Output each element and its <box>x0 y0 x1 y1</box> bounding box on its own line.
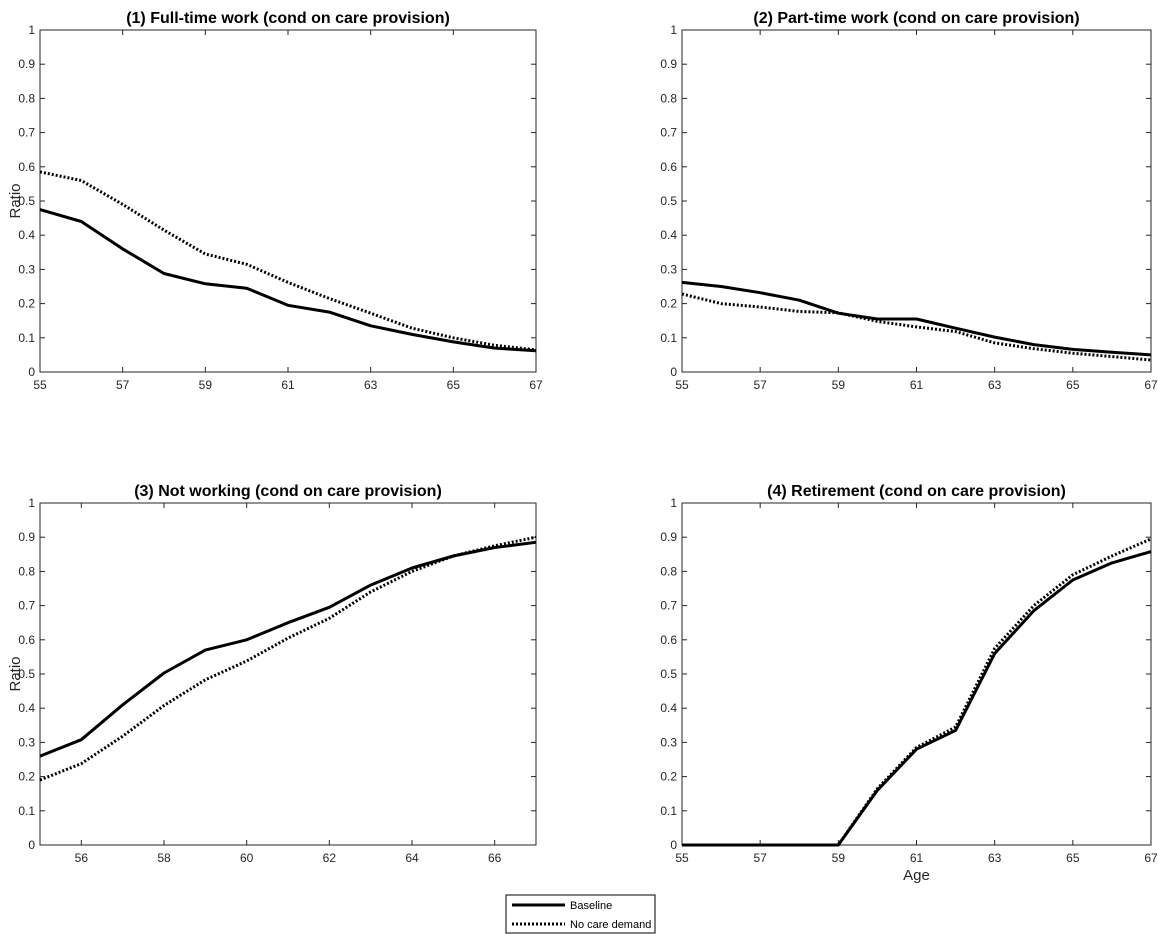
y-tick-label: 0.1 <box>660 331 677 345</box>
y-tick-label: 0.9 <box>18 57 35 71</box>
x-tick-label: 56 <box>75 851 89 865</box>
legend-box <box>505 894 656 934</box>
plot-area-1 <box>39 29 537 373</box>
y-tick-label: 0 <box>28 838 35 852</box>
y-tick-label: 0.2 <box>18 297 35 311</box>
y-tick-label: 0.7 <box>18 599 35 613</box>
x-tick-label: 55 <box>33 378 47 392</box>
y-tick-label: 0.1 <box>18 804 35 818</box>
x-tick-label: 57 <box>116 378 130 392</box>
series-line-no-care-demand <box>681 292 1152 362</box>
y-axis-label-1: Ratio <box>7 183 24 218</box>
y-tick-label: 0.8 <box>18 91 35 105</box>
y-tick-label: 0.5 <box>18 194 35 208</box>
chart-title-1: (1) Full-time work (cond on care provisi… <box>126 10 450 27</box>
series-line-baseline <box>39 540 537 758</box>
y-tick-label: 0.6 <box>660 160 677 174</box>
y-tick-label: 0.3 <box>660 735 677 749</box>
y-tick-label: 0 <box>670 838 677 852</box>
y-tick-label: 0.2 <box>18 770 35 784</box>
y-tick-label: 0.7 <box>18 126 35 140</box>
legend-label-baseline: Baseline <box>570 900 612 912</box>
y-tick-label: 0.1 <box>18 331 35 345</box>
x-tick-label: 61 <box>910 851 924 865</box>
series-line-no-care-demand <box>39 170 537 352</box>
x-tick-label: 58 <box>157 851 171 865</box>
y-tick-label: 0.4 <box>18 701 35 715</box>
y-tick-label: 0.1 <box>660 804 677 818</box>
x-tick-label: 65 <box>447 378 461 392</box>
x-tick-label: 55 <box>675 851 689 865</box>
x-tick-label: 59 <box>199 378 213 392</box>
x-axis-label-4: Age <box>903 867 930 884</box>
plot-area-2 <box>681 29 1152 373</box>
y-tick-label: 0.4 <box>660 228 677 242</box>
y-tick-label: 0.8 <box>660 91 677 105</box>
y-tick-label: 0.5 <box>660 194 677 208</box>
y-tick-label: 1 <box>28 23 35 37</box>
x-tick-label: 57 <box>753 378 767 392</box>
plot-area-4 <box>681 502 1152 846</box>
x-tick-label: 59 <box>832 378 846 392</box>
y-tick-label: 1 <box>670 23 677 37</box>
y-tick-label: 0 <box>670 365 677 379</box>
chart-title-4: (4) Retirement (cond on care provision) <box>767 483 1066 500</box>
x-tick-label: 59 <box>832 851 846 865</box>
y-axis-label-3: Ratio <box>7 656 24 691</box>
x-tick-label: 61 <box>910 378 924 392</box>
chart-title-3: (3) Not working (cond on care provision) <box>134 483 442 500</box>
y-tick-label: 0.5 <box>660 667 677 681</box>
x-tick-label: 65 <box>1066 378 1080 392</box>
plot-area-3 <box>39 502 537 846</box>
series-line-no-care-demand <box>682 537 1152 847</box>
y-tick-label: 0.9 <box>660 57 677 71</box>
y-tick-label: 0.4 <box>660 701 677 715</box>
y-tick-label: 0.2 <box>660 770 677 784</box>
subplot-1: 0 0.1 0.2 0.3 0.4 0.5 0.6 0.7 0.8 0.9 1 55 57 59 61 63 6… <box>7 10 543 392</box>
series-line-baseline <box>39 208 537 353</box>
x-tick-label: 63 <box>988 851 1002 865</box>
x-tick-label: 63 <box>364 378 378 392</box>
x-tick-label: 65 <box>1066 851 1080 865</box>
y-tick-label: 0.7 <box>660 599 677 613</box>
y-tick-label: 0.4 <box>18 228 35 242</box>
subplot-4: 0 0.1 0.2 0.3 0.4 0.5 0.6 0.7 0.8 0.9 1 55 57 59 61 63 6… <box>660 483 1158 884</box>
subplot-3: 0 0.1 0.2 0.3 0.4 0.5 0.6 0.7 0.8 0.9 1 56 58 60 62 64 6… <box>7 483 537 865</box>
x-tick-label: 64 <box>405 851 419 865</box>
x-tick-label: 66 <box>488 851 502 865</box>
y-tick-label: 1 <box>28 496 35 510</box>
y-tick-label: 0.9 <box>18 530 35 544</box>
y-tick-label: 0.3 <box>18 262 35 276</box>
subplot-2: 0 0.1 0.2 0.3 0.4 0.5 0.6 0.7 0.8 0.9 1 55 57 59 61 63 6… <box>660 10 1158 392</box>
x-tick-label: 67 <box>1144 851 1158 865</box>
x-tick-label: 67 <box>1144 378 1158 392</box>
x-tick-label: 57 <box>753 851 767 865</box>
x-tick-label: 60 <box>240 851 254 865</box>
y-tick-label: 0.6 <box>18 633 35 647</box>
y-tick-label: 0.2 <box>660 297 677 311</box>
x-tick-label: 62 <box>323 851 337 865</box>
legend: Baseline No care demand <box>505 894 656 934</box>
y-tick-label: 0.6 <box>660 633 677 647</box>
y-tick-label: 0 <box>28 365 35 379</box>
x-tick-label: 55 <box>675 378 689 392</box>
y-tick-label: 0.3 <box>18 735 35 749</box>
y-tick-label: 0.3 <box>660 262 677 276</box>
chart-title-2: (2) Part-time work (cond on care provisi… <box>753 10 1079 27</box>
x-tick-label: 61 <box>281 378 295 392</box>
y-tick-label: 0.5 <box>18 667 35 681</box>
y-tick-label: 0.8 <box>660 564 677 578</box>
series-line-baseline <box>681 280 1152 357</box>
y-tick-label: 0.8 <box>18 564 35 578</box>
y-tick-label: 1 <box>670 496 677 510</box>
legend-label-no-care-demand: No care demand <box>570 919 651 931</box>
x-tick-label: 63 <box>988 378 1002 392</box>
y-tick-label: 0.9 <box>660 530 677 544</box>
y-tick-label: 0.6 <box>18 160 35 174</box>
x-tick-label: 67 <box>529 378 543 392</box>
y-tick-label: 0.7 <box>660 126 677 140</box>
